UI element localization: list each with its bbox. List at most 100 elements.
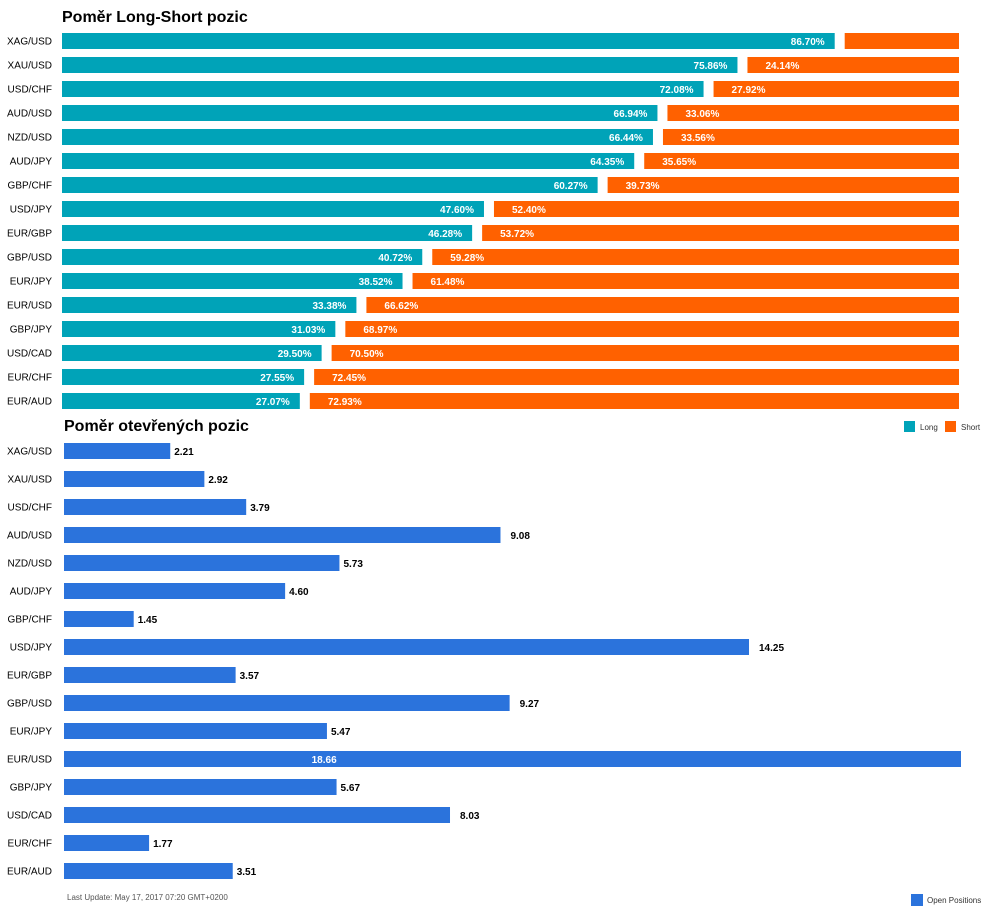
short-bar: [713, 81, 959, 97]
long-value-label: 31.03%: [291, 325, 325, 336]
op-category-label: NZD/USD: [8, 559, 52, 570]
long-bar: [62, 177, 598, 193]
open-positions-bar: [64, 527, 501, 543]
open-positions-bar: [64, 695, 510, 711]
open-positions-value-label: 2.92: [208, 475, 228, 486]
short-value-label: 61.48%: [431, 277, 465, 288]
op-category-label: USD/CAD: [7, 811, 52, 822]
long-value-label: 64.35%: [590, 157, 624, 168]
long-value-label: 27.55%: [260, 373, 294, 384]
open-positions-value-label: 9.27: [520, 699, 540, 710]
ls-category-label: USD/JPY: [10, 205, 53, 216]
open-positions-bar: [64, 499, 247, 515]
open-positions-bar: [64, 751, 961, 767]
long-short-chart-title: Poměr Long-Short pozic: [62, 9, 248, 26]
ls-category-label: XAU/USD: [8, 61, 52, 72]
ls-category-label: XAG/USD: [7, 37, 52, 48]
long-value-label: 75.86%: [694, 61, 728, 72]
open-positions-value-label: 18.66: [312, 755, 337, 766]
ls-category-label: AUD/USD: [7, 109, 52, 120]
ls-category-label: GBP/CHF: [8, 181, 52, 192]
long-value-label: 33.38%: [312, 301, 346, 312]
op-category-label: EUR/GBP: [7, 671, 52, 682]
ls-category-label: EUR/AUD: [7, 397, 52, 408]
ls-category-label: EUR/GBP: [7, 229, 52, 240]
short-value-label: 33.06%: [685, 109, 719, 120]
open-positions-bar: [64, 583, 286, 599]
op-category-label: XAU/USD: [8, 475, 52, 486]
short-value-label: 33.56%: [681, 133, 715, 144]
open-positions-value-label: 5.73: [343, 559, 363, 570]
ls-category-label: EUR/JPY: [10, 277, 53, 288]
short-value-label: 68.97%: [363, 325, 397, 336]
short-bar: [345, 321, 959, 337]
short-bar: [314, 369, 959, 385]
long-bar: [62, 249, 423, 265]
op-category-label: GBP/USD: [7, 699, 52, 710]
open-positions-value-label: 9.08: [510, 531, 530, 542]
long-bar: [62, 225, 473, 241]
legend-long-swatch: [904, 421, 915, 432]
long-bar: [62, 369, 305, 385]
open-positions-value-label: 2.21: [174, 447, 194, 458]
open-positions-bar: [64, 555, 340, 571]
long-bar: [62, 129, 653, 145]
short-bar: [667, 105, 959, 121]
open-positions-value-label: 5.47: [331, 727, 351, 738]
legend-open-positions-swatch: [911, 894, 923, 906]
short-bar: [412, 273, 959, 289]
short-bar: [662, 129, 959, 145]
long-value-label: 60.27%: [554, 181, 588, 192]
op-category-label: EUR/JPY: [10, 727, 53, 738]
long-value-label: 40.72%: [378, 253, 412, 264]
ls-category-label: AUD/JPY: [10, 157, 53, 168]
short-value-label: 70.50%: [350, 349, 384, 360]
legend-open-positions-label: Open Positions: [927, 896, 981, 905]
long-value-label: 38.52%: [359, 277, 393, 288]
op-category-label: AUD/JPY: [10, 587, 53, 598]
open-positions-bar: [64, 723, 327, 739]
short-value-label: 72.45%: [332, 373, 366, 384]
legend-long-label: Long: [920, 423, 938, 432]
open-positions-bar: [64, 471, 205, 487]
open-positions-bar: [64, 611, 134, 627]
ls-category-label: GBP/JPY: [10, 325, 53, 336]
open-positions-value-label: 1.45: [138, 615, 158, 626]
open-positions-chart-title: Poměr otevřených pozic: [64, 418, 249, 435]
long-bar: [62, 393, 300, 409]
short-bar: [844, 33, 959, 49]
short-value-label: 72.93%: [328, 397, 362, 408]
op-category-label: EUR/CHF: [8, 839, 52, 850]
op-category-label: USD/CHF: [8, 503, 52, 514]
long-value-label: 72.08%: [660, 85, 694, 96]
short-bar: [366, 297, 960, 313]
ls-category-label: EUR/USD: [7, 301, 52, 312]
long-bar: [62, 345, 322, 361]
open-positions-value-label: 4.60: [289, 587, 309, 598]
long-bar: [62, 57, 738, 73]
short-bar: [482, 225, 959, 241]
ls-category-label: EUR/CHF: [8, 373, 52, 384]
short-value-label: 24.14%: [765, 61, 799, 72]
legend-short-swatch: [945, 421, 956, 432]
open-positions-value-label: 5.67: [341, 783, 361, 794]
op-category-label: AUD/USD: [7, 531, 52, 542]
op-category-label: XAG/USD: [7, 447, 52, 458]
op-category-label: EUR/AUD: [7, 867, 52, 878]
open-positions-bar: [64, 667, 236, 683]
open-positions-value-label: 3.51: [237, 867, 257, 878]
short-value-label: 35.65%: [662, 157, 696, 168]
ls-category-label: GBP/USD: [7, 253, 52, 264]
ls-category-label: USD/CHF: [8, 85, 52, 96]
short-value-label: 39.73%: [626, 181, 660, 192]
op-category-label: GBP/CHF: [8, 615, 52, 626]
open-positions-bar: [64, 779, 337, 795]
long-value-label: 27.07%: [256, 397, 290, 408]
legend-short-label: Short: [961, 423, 981, 432]
open-positions-bar: [64, 639, 750, 655]
op-category-label: EUR/USD: [7, 755, 52, 766]
long-bar: [62, 321, 336, 337]
long-value-label: 66.94%: [614, 109, 648, 120]
long-value-label: 47.60%: [440, 205, 474, 216]
open-positions-value-label: 1.77: [153, 839, 173, 850]
